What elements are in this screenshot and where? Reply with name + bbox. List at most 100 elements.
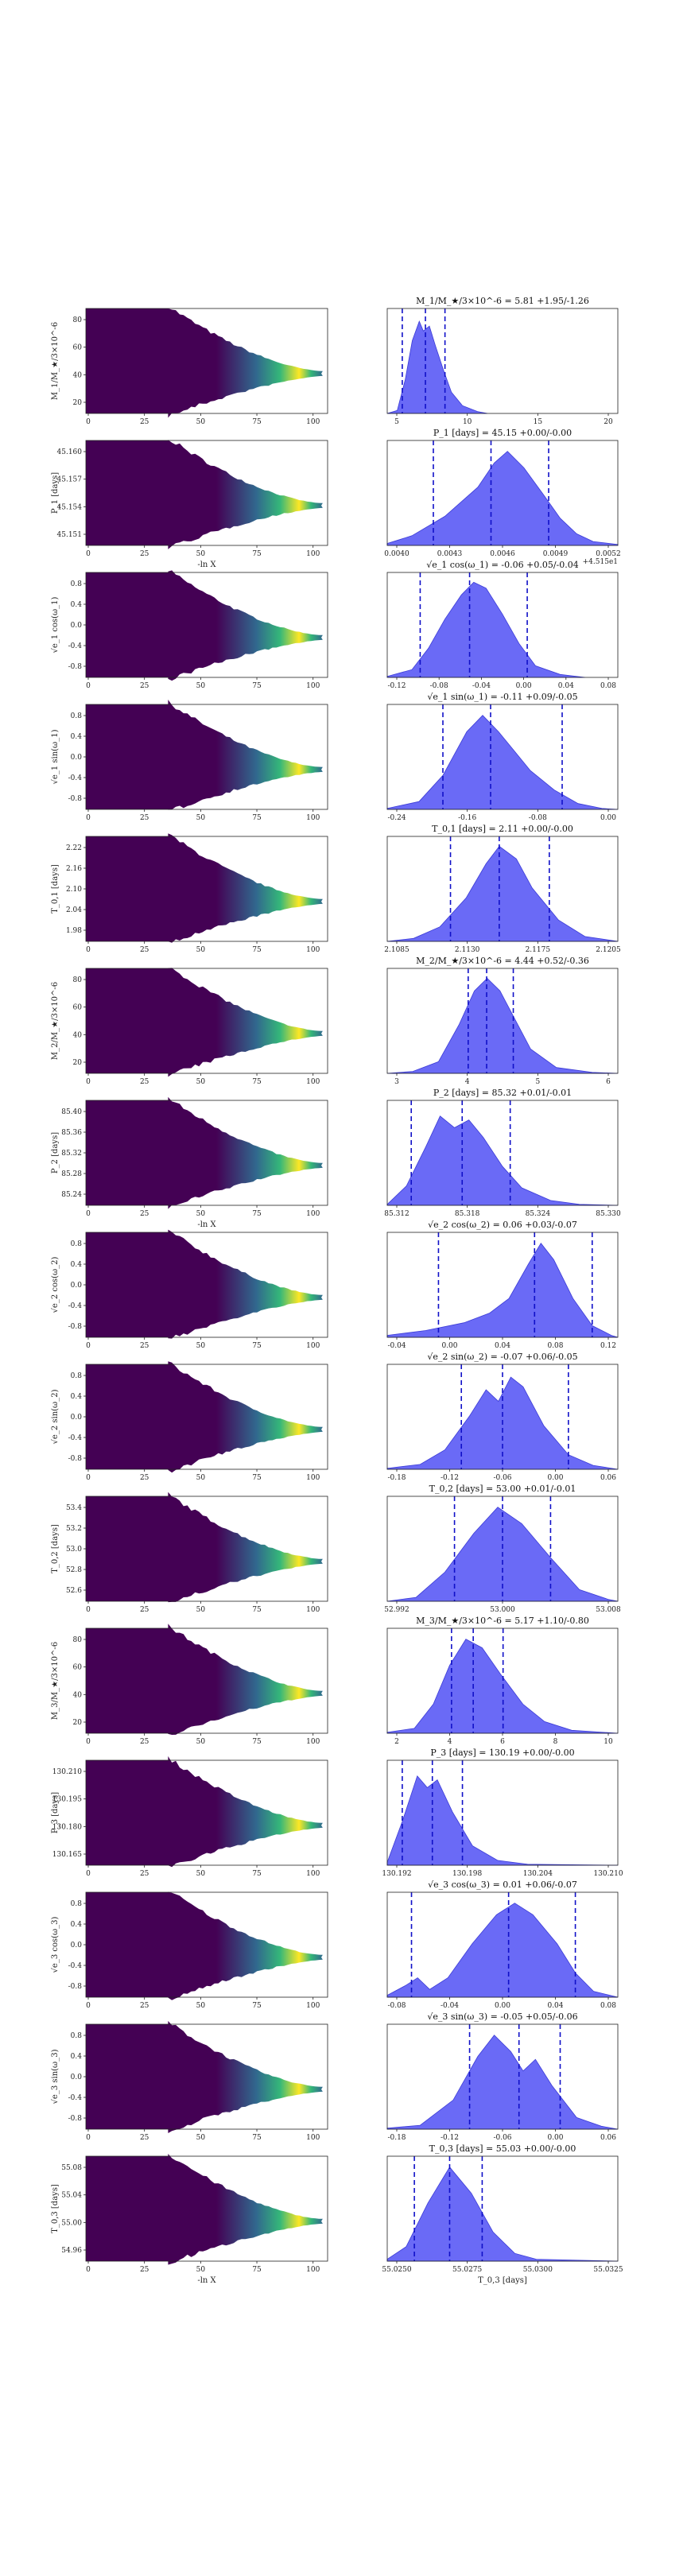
posterior-xtick-label-6-2: 5 (535, 1078, 540, 1086)
posterior-xtick-label-8-0: -0.04 (387, 1342, 406, 1350)
trace-samples-7 (86, 1096, 323, 1209)
trace-ytick-label-9-4: -0.8 (68, 1455, 83, 1463)
trace-ytick-label-1-0: 80 (73, 316, 83, 324)
posterior-xtick-label-5-0: 2.1085 (384, 946, 409, 954)
posterior-xtick-label-3-0: -0.12 (387, 682, 406, 690)
posterior-xtick-label-13-4: 0.08 (600, 2002, 616, 2010)
trace-xtick-label-4-4: 100 (306, 814, 320, 822)
trace-samples-14 (86, 2020, 323, 2133)
trace-ytick-label-1-1: 60 (73, 344, 83, 352)
trace-ytick-label-9-3: -0.4 (68, 1434, 83, 1442)
trace-ytick-label-4-4: -0.8 (68, 795, 83, 803)
trace-panel-12: 130.210 130.195 130.180 130.165 0 25 50 75 100 P_… (51, 1755, 328, 1878)
trace-xtick-label-13-2: 50 (196, 2002, 206, 2010)
trace-samples-10 (86, 1492, 323, 1603)
posterior-frame-7 (386, 1100, 619, 1206)
trace-samples-4 (86, 700, 323, 810)
trace-xlabel-7: -ln X (197, 1220, 216, 1229)
trace-ylabel-9: √e_2 sin(ω_2) (51, 1389, 60, 1444)
trace-samples-6 (86, 968, 323, 1077)
trace-panel-3: 0.8 0.4 0.0 -0.4 -0.8 0 25 50 75 100 √e_1 cos(ω_1) (51, 570, 328, 690)
trace-xtick-label-4-1: 25 (140, 814, 149, 822)
posterior-density-7 (386, 1115, 619, 1206)
trace-xtick-label-5-3: 75 (252, 946, 262, 954)
posterior-xtick-label-7-0: 85.312 (384, 1210, 409, 1218)
posterior-panel-6: 3 4 5 6 M_2/M_★/3×10^-6 = 4.44 +0.52/-0.36 (386, 956, 619, 1086)
trace-xtick-label-11-0: 0 (86, 1738, 91, 1746)
trace-xtick-label-5-2: 50 (196, 946, 206, 954)
trace-ytick-label-2-3: 45.151 (57, 531, 83, 539)
trace-xtick-label-11-2: 50 (196, 1738, 206, 1746)
posterior-xtick-label-14-2: -0.06 (493, 2134, 511, 2142)
trace-xtick-label-13-0: 0 (86, 2002, 91, 2010)
trace-ytick-label-6-3: 20 (73, 1059, 83, 1067)
trace-ytick-label-13-0: 0.8 (71, 1900, 83, 1908)
trace-xtick-label-12-4: 100 (306, 1870, 320, 1878)
trace-samples-1 (86, 308, 323, 418)
trace-panel-11: 80 60 40 20 0 25 50 75 100 M_3/M_★/3×10^-6 (51, 1624, 328, 1746)
trace-panel-2: 45.160 45.157 45.154 45.151 0 25 50 75 100 -ln X P… (51, 440, 328, 569)
posterior-title-13: √e_3 cos(ω_3) = 0.01 +0.06/-0.07 (428, 1880, 577, 1890)
trace-ytick-label-8-1: 0.4 (71, 1261, 83, 1269)
trace-ytick-label-6-0: 80 (73, 976, 83, 984)
trace-xtick-label-1-2: 50 (196, 418, 206, 426)
posterior-xtick-label-4-0: -0.24 (387, 814, 406, 822)
trace-ytick-label-5-3: 2.04 (66, 906, 82, 914)
posterior-panel-4: -0.24 -0.16 -0.08 0.00 √e_1 sin(ω_1) = -0.11… (386, 692, 619, 822)
posterior-density-15 (386, 2167, 619, 2262)
posterior-xtick-label-12-0: 130.192 (382, 1870, 411, 1878)
trace-ytick-label-13-2: 0.0 (71, 1942, 83, 1949)
trace-xtick-label-7-4: 100 (306, 1210, 320, 1218)
trace-xtick-label-15-4: 100 (306, 2266, 320, 2274)
posterior-panel-15: 55.0250 55.0275 55.0300 55.0325 T_0,3 [days]… (382, 2143, 623, 2285)
trace-xtick-label-10-4: 100 (306, 1606, 320, 1614)
trace-ytick-label-6-2: 40 (73, 1031, 83, 1039)
posterior-density-4 (386, 715, 619, 810)
posterior-xtick-label-1-1: 10 (463, 418, 472, 426)
trace-panel-1: 80 60 40 20 0 25 50 75 100 M_1/M_★/3×10^-6 (51, 308, 328, 426)
trace-xtick-label-7-1: 25 (140, 1210, 149, 1218)
posterior-density-6 (386, 977, 619, 1074)
trace-ytick-label-10-2: 53.0 (66, 1546, 82, 1554)
trace-xtick-label-2-0: 0 (86, 550, 91, 558)
trace-frame-12 (85, 1759, 328, 1866)
posterior-xtick-label-7-3: 85.330 (596, 1210, 621, 1218)
trace-xtick-label-9-3: 75 (252, 1474, 262, 1482)
posterior-density-13 (386, 1903, 619, 1998)
posterior-title-3: √e_1 cos(ω_1) = -0.06 +0.05/-0.04 (426, 560, 579, 570)
trace-ytick-label-11-0: 80 (73, 1636, 83, 1644)
trace-ytick-label-10-4: 52.6 (66, 1587, 82, 1595)
trace-xtick-label-6-4: 100 (306, 1078, 320, 1086)
trace-xtick-label-14-1: 25 (140, 2134, 149, 2142)
trace-ytick-label-11-1: 60 (73, 1664, 83, 1672)
posterior-xlabel-15: T_0,3 [days] (478, 2276, 527, 2285)
posterior-panel-3: -0.12 -0.08 -0.04 0.00 0.04 0.08 √e_1 cos(ω_1)… (386, 560, 619, 690)
posterior-xtick-label-15-1: 55.0275 (452, 2266, 482, 2274)
trace-xtick-label-8-4: 100 (306, 1342, 320, 1350)
trace-ylabel-13: √e_3 cos(ω_3) (51, 1916, 60, 1973)
posterior-xtick-label-10-1: 53.000 (490, 1606, 515, 1614)
trace-ytick-label-7-3: 85.28 (61, 1170, 82, 1178)
posterior-xtick-label-14-0: -0.18 (387, 2134, 406, 2142)
trace-frame-11 (85, 1627, 328, 1734)
trace-xtick-label-2-1: 25 (140, 550, 149, 558)
posterior-xtick-label-3-3: 0.00 (516, 682, 532, 690)
posterior-xoffset-2: +4.515e1 (583, 558, 618, 566)
trace-ytick-label-5-2: 2.10 (66, 886, 82, 894)
trace-xtick-label-15-3: 75 (252, 2266, 262, 2274)
posterior-panel-14: -0.18 -0.12 -0.06 0.00 0.06 √e_3 sin(ω_3) = -… (386, 2012, 619, 2142)
trace-ytick-label-3-3: -0.4 (68, 642, 83, 650)
trace-ylabel-6: M_2/M_★/3×10^-6 (51, 982, 60, 1060)
posterior-xtick-label-4-1: -0.16 (458, 814, 476, 822)
trace-xtick-label-1-3: 75 (252, 418, 262, 426)
posterior-xtick-label-3-4: 0.04 (558, 682, 574, 690)
posterior-title-15: T_0,3 [days] = 55.03 +0.00/-0.00 (429, 2143, 576, 2154)
trace-ytick-label-3-0: 0.8 (71, 580, 83, 588)
trace-xtick-label-6-2: 50 (196, 1078, 206, 1086)
trace-samples-12 (86, 1755, 323, 1868)
trace-samples-5 (86, 833, 323, 943)
posterior-xtick-label-12-3: 130.210 (593, 1870, 623, 1878)
posterior-xtick-label-12-2: 130.204 (523, 1870, 553, 1878)
posterior-xtick-label-6-1: 4 (465, 1078, 470, 1086)
trace-ytick-label-11-3: 20 (73, 1719, 83, 1727)
